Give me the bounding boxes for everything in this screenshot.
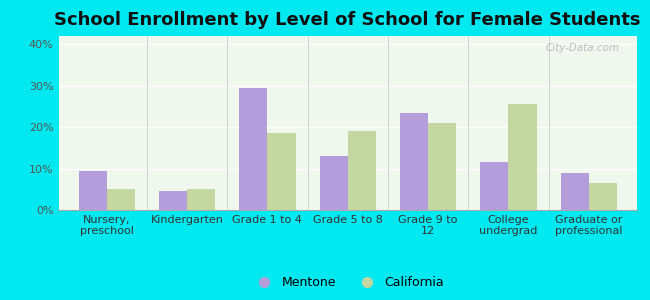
Bar [107, 189, 135, 210]
Bar [348, 131, 376, 210]
Legend: Mentone, California: Mentone, California [246, 271, 449, 294]
Bar [561, 173, 589, 210]
Bar [320, 156, 348, 210]
Bar [239, 88, 267, 210]
Bar [79, 171, 107, 210]
Bar [589, 183, 617, 210]
Bar [159, 191, 187, 210]
Bar [187, 189, 215, 210]
Bar [480, 162, 508, 210]
Title: School Enrollment by Level of School for Female Students: School Enrollment by Level of School for… [55, 11, 641, 29]
Bar [508, 104, 536, 210]
Text: City-Data.com: City-Data.com [545, 43, 619, 53]
Bar [267, 134, 296, 210]
Bar [428, 123, 456, 210]
Bar [400, 112, 428, 210]
